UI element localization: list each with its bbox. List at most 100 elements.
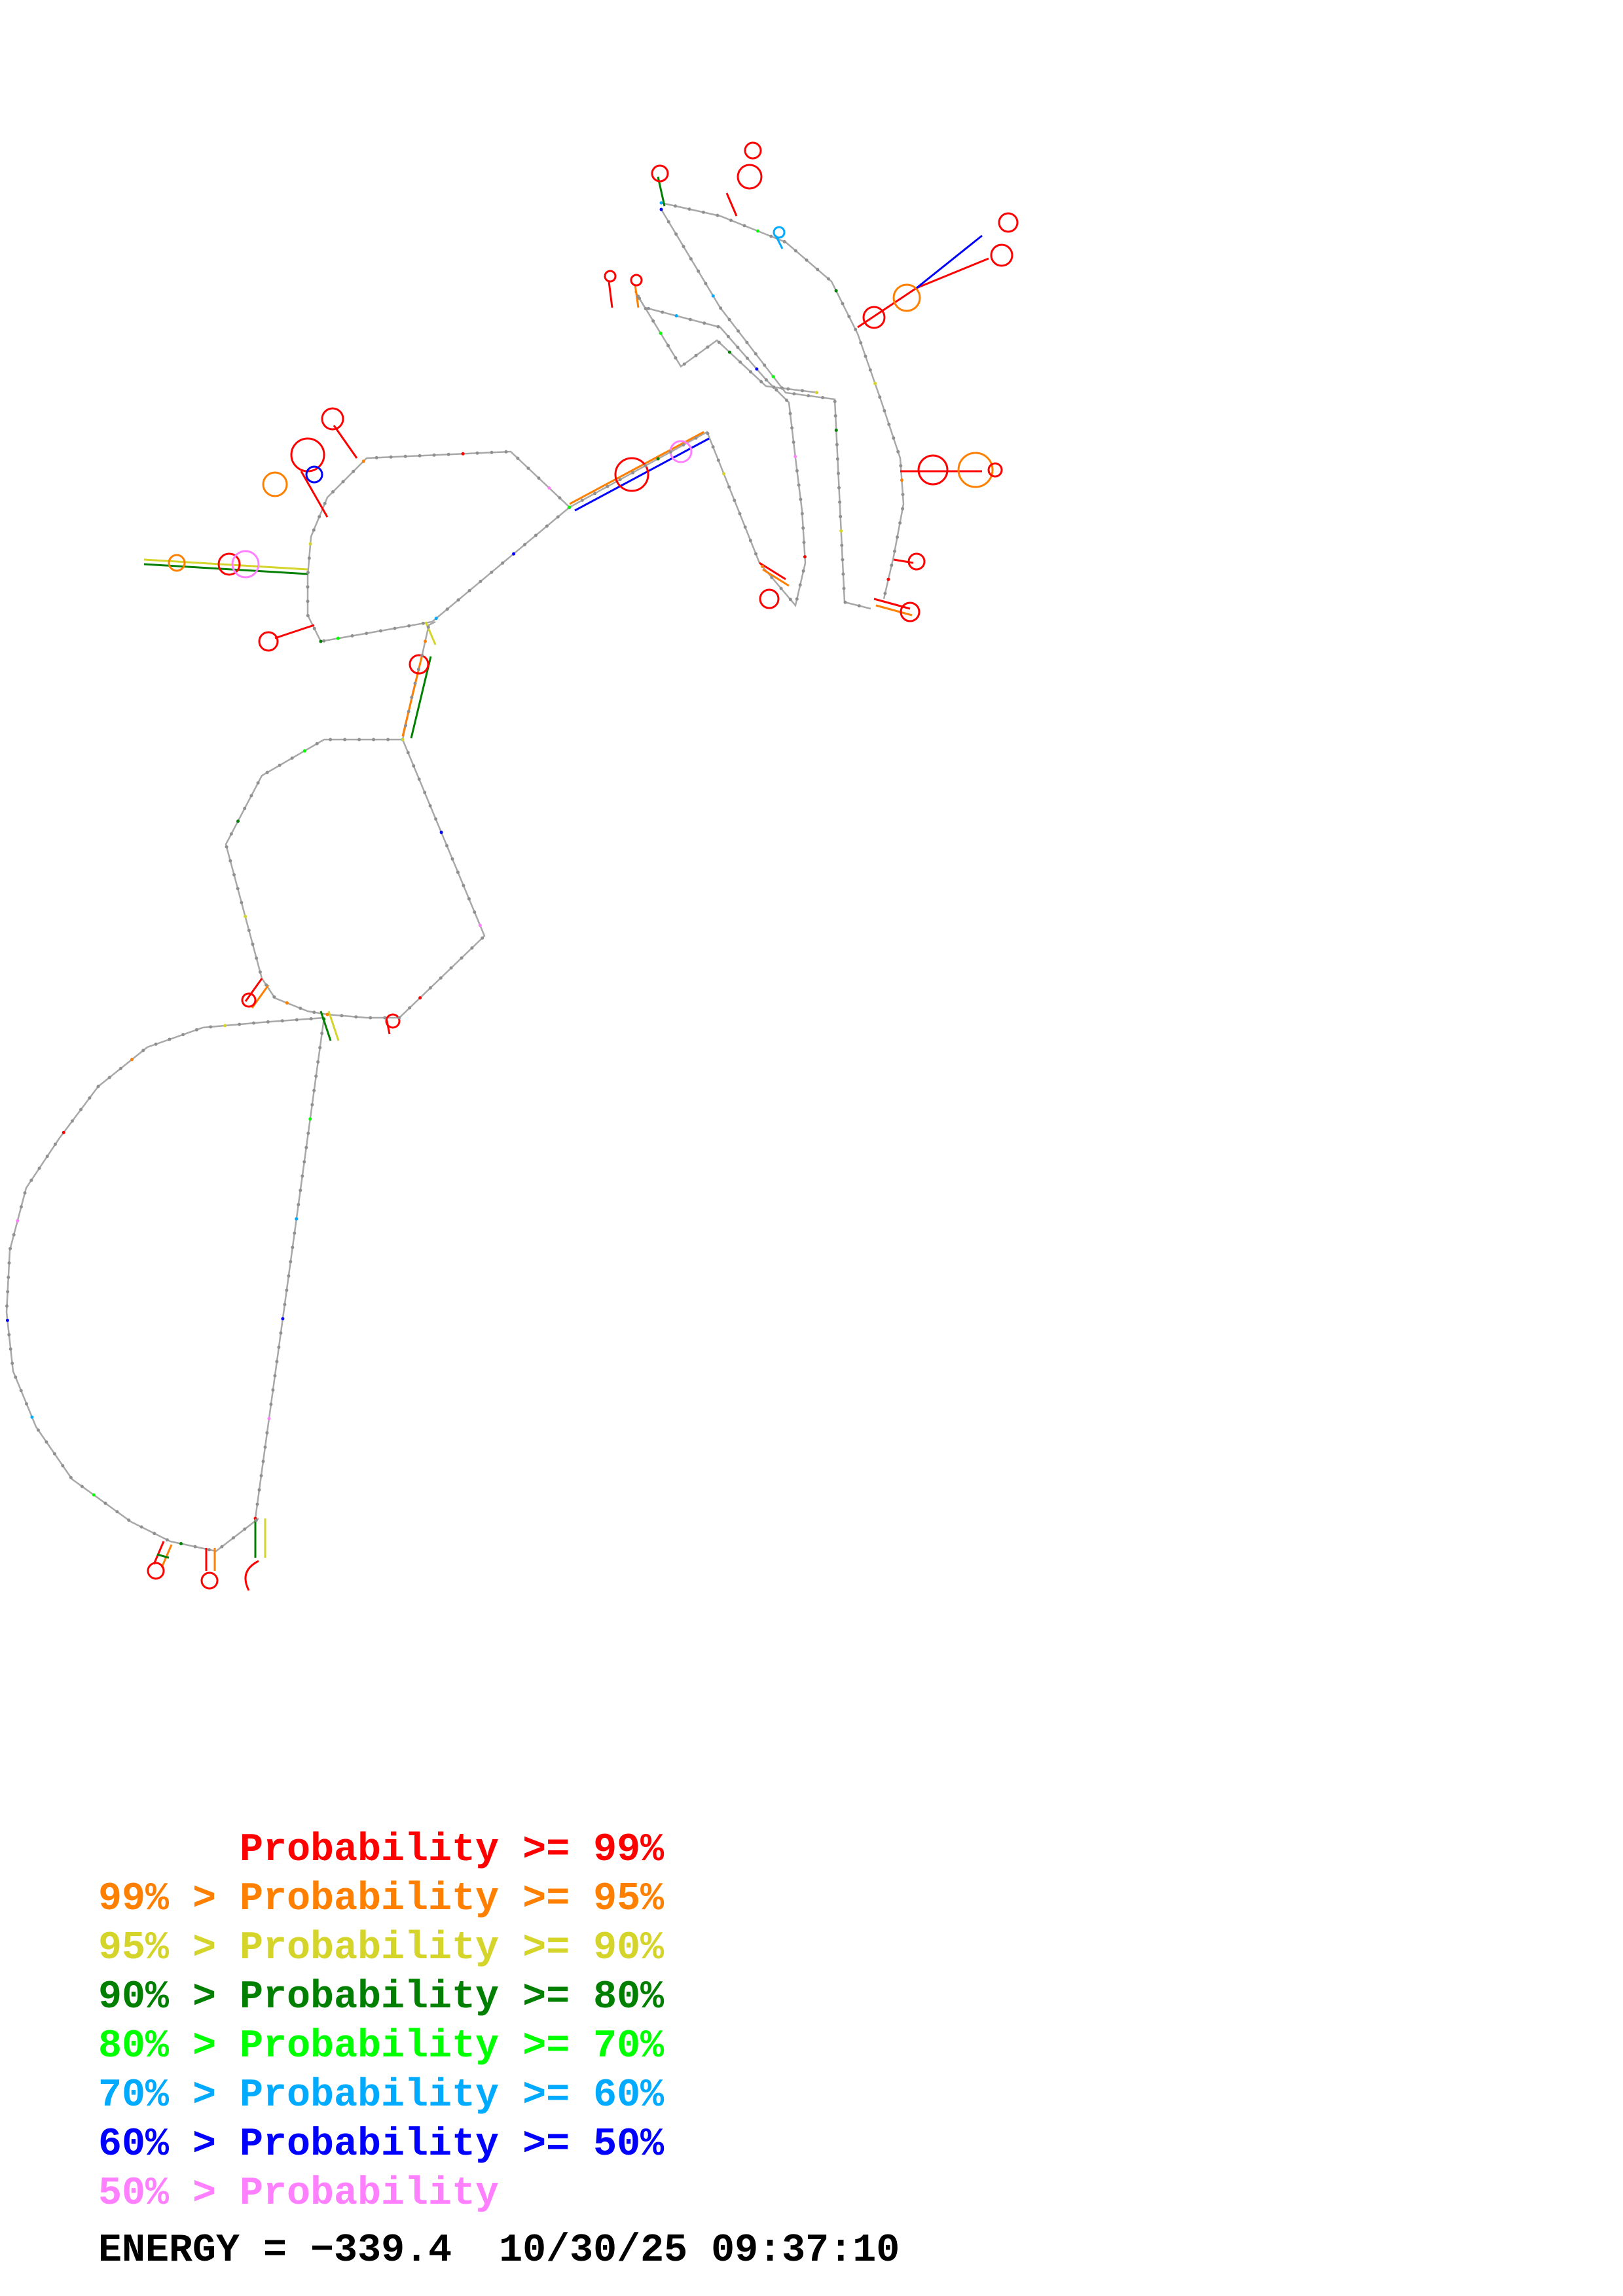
nucleotide-dot [319, 639, 323, 643]
hairpin-bottom-3 [244, 1518, 266, 1591]
nucleotide-dot [365, 632, 369, 636]
nucleotide-dot [434, 817, 438, 821]
nucleotide-dot [523, 543, 526, 547]
nucleotide-dot [636, 295, 640, 298]
nucleotide-dot [61, 1463, 65, 1467]
nucleotide-dot [249, 794, 253, 798]
nucleotide-dot [258, 970, 262, 974]
hairpin-right-lower-1 [893, 552, 926, 571]
nucleotide-dot [899, 464, 903, 468]
nucleotide-dot [302, 1160, 306, 1164]
nucleotide-dot [273, 1374, 277, 1378]
nucleotide-dot [403, 454, 407, 458]
nucleotide-dot [309, 1017, 313, 1020]
nucleotide-dot [749, 370, 752, 374]
nucleotide-dot [786, 387, 790, 391]
nucleotide-dot [312, 1088, 316, 1092]
nucleotide-dot [312, 528, 316, 532]
nucleotide-dot [837, 471, 840, 475]
legend-label: Probability >= 70% [240, 2024, 665, 2069]
nucleotide-dot [478, 924, 482, 927]
legend-range: 95% > [98, 1926, 240, 1971]
nucleotide-dot [19, 1389, 23, 1393]
nucleotide-dot [285, 1288, 289, 1292]
legend-row: 95% > Probability >= 90% [98, 1924, 664, 1973]
nucleotide-dot [726, 334, 730, 338]
nucleotide-dot [141, 1049, 145, 1052]
nucleotide-dot [139, 1525, 143, 1529]
nucleotide-dot [799, 497, 803, 501]
nucleotide-dot [793, 455, 797, 458]
nucleotide-dot [397, 1016, 401, 1020]
nucleotide-dot [733, 499, 737, 502]
nucleotide-dot [754, 552, 757, 556]
nucleotide-dot [295, 1018, 299, 1022]
nucleotide-dot [501, 561, 505, 565]
nucleotide-dot [302, 749, 306, 753]
nucleotide-dot [864, 354, 867, 358]
hairpin-top-3 [773, 226, 786, 249]
nucleotide-dot [651, 319, 655, 323]
rna-structure-diagram [5, 141, 1019, 1591]
nucleotide-dot [449, 966, 453, 970]
nucleotide-dot [901, 493, 905, 496]
nucleotide-dot [426, 625, 430, 629]
nucleotide-dot [30, 1415, 34, 1419]
nucleotide-dot [350, 634, 354, 637]
nucleotide-dot [432, 453, 436, 457]
nucleotide-dot [537, 476, 541, 480]
hairpin-top-1 [651, 164, 669, 207]
nucleotide-dot [261, 1460, 265, 1463]
nucleotide-dot [568, 505, 572, 509]
nucleotide-dot [5, 1304, 9, 1308]
nucleotide-dot [896, 450, 900, 454]
nucleotide-dot [688, 317, 692, 321]
nucleotide-dot [682, 362, 686, 366]
nucleotide-dot [255, 1502, 259, 1506]
legend-range: 50% > [98, 2172, 240, 2216]
nucleotide-dot [742, 224, 746, 228]
nucleotide-dot [534, 533, 538, 537]
nucleotide-dot [343, 738, 347, 742]
nucleotide-dot [900, 478, 903, 482]
nucleotide-dot [803, 555, 807, 559]
nucleotide-dot [299, 1007, 302, 1010]
nucleotide-dot [694, 353, 698, 357]
nucleotide-dot [315, 742, 319, 745]
hairpin-middle-right [385, 1013, 401, 1035]
nucleotide-dot [644, 464, 647, 468]
nucleotide-dot [407, 709, 410, 713]
probability-legend: Probability >= 99% 99% > Probability >= 9… [98, 1826, 664, 2219]
nucleotide-dot [312, 626, 316, 630]
nucleotide-dot [606, 484, 610, 488]
nucleotide-dots [5, 201, 905, 1552]
nucleotide-dot [243, 1527, 247, 1531]
nucleotide-dot [79, 1107, 83, 1111]
rna-backbone [5, 202, 905, 1552]
nucleotide-dot [293, 1231, 297, 1235]
legend-row: Probability >= 99% [98, 1826, 664, 1875]
backbone-bottom-loop [5, 1016, 325, 1552]
nucleotide-dot [674, 204, 677, 208]
nucleotide-dot [96, 1085, 100, 1088]
nucleotide-dot [410, 696, 414, 699]
stem-middle-bottom [319, 1011, 340, 1041]
nucleotide-dot [447, 452, 450, 456]
nucleotide-dot [859, 341, 863, 345]
nucleotide-dot [439, 831, 443, 834]
nucleotide-dot [800, 512, 804, 516]
nucleotide-dot [873, 382, 877, 386]
energy-value: ENERGY = −339.4 [98, 2229, 452, 2273]
nucleotide-dot [580, 498, 584, 502]
nucleotide-dot [369, 1016, 373, 1020]
nucleotide-dot [322, 639, 326, 643]
hairpin-right-middle [900, 452, 1003, 488]
nucleotide-dot [807, 394, 811, 398]
nucleotide-dot [209, 1025, 213, 1029]
nucleotide-dot [666, 344, 670, 348]
nucleotide-dot [467, 589, 471, 592]
nucleotide-dot [445, 844, 448, 848]
nucleotide-dot [727, 317, 731, 321]
nucleotide-dot [764, 378, 768, 382]
nucleotide-dot [301, 1174, 304, 1178]
